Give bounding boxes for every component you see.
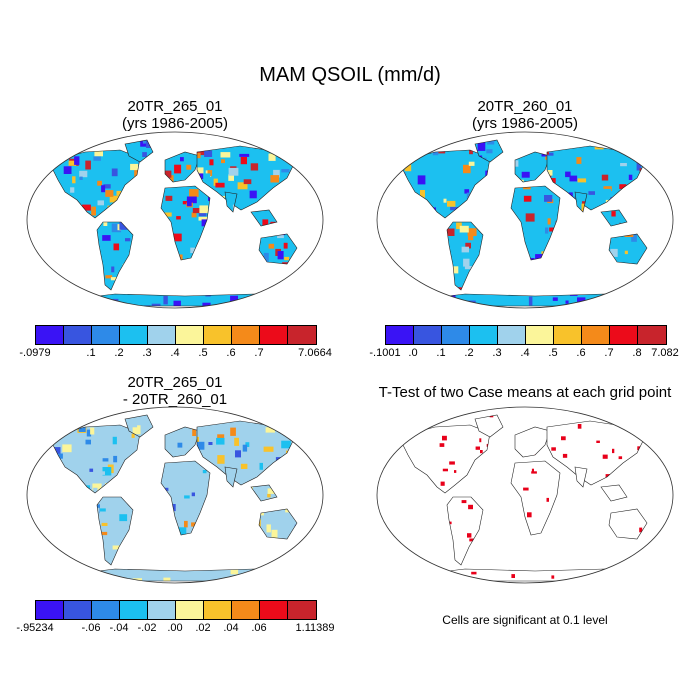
colorbar-3-tick-label: -.02	[137, 622, 157, 634]
colorbar-2-box	[386, 326, 414, 344]
colorbar-2-tick-label: .0	[408, 347, 418, 359]
colorbar-1-box	[204, 326, 232, 344]
colorbar-1-box	[260, 326, 288, 344]
colorbar-1-box	[92, 326, 120, 344]
colorbar-1-box	[36, 326, 64, 344]
colorbar-2-box	[498, 326, 526, 344]
colorbar-1-tick-label: .4	[170, 347, 180, 359]
colorbar-2-tick-label: .2	[464, 347, 474, 359]
map-panel4	[376, 406, 674, 584]
colorbar-2-tick-label: .3	[492, 347, 502, 359]
colorbar-3-box	[176, 601, 204, 619]
colorbar-2-box	[526, 326, 554, 344]
colorbar-3-bar	[35, 600, 317, 620]
panel2-title-line1: 20TR_260_01	[477, 98, 573, 115]
colorbar-2-tick-label: .1	[436, 347, 446, 359]
colorbar-1-tick-label: 7.0664	[298, 347, 332, 359]
panel4-title-line1: T-Test of two Case means at each grid po…	[378, 384, 672, 401]
colorbar-2-tick-label: .8	[632, 347, 642, 359]
colorbar-3-box	[232, 601, 260, 619]
panel3-title: 20TR_265_01 - 20TR_260_01	[25, 374, 325, 408]
colorbar-2-box	[554, 326, 582, 344]
colorbar-1-tick-label: .5	[198, 347, 208, 359]
colorbar-1-tick-label: .7	[254, 347, 264, 359]
figure-title: MAM QSOIL (mm/d)	[259, 64, 441, 86]
colorbar-2-bar	[385, 325, 667, 345]
colorbar-1-bar	[35, 325, 317, 345]
colorbar-3-box	[120, 601, 148, 619]
colorbar-2-tick-label: -.1001	[369, 347, 401, 359]
panel4-title: T-Test of two Case means at each grid po…	[350, 384, 700, 401]
colorbar-1-box	[232, 326, 260, 344]
map-panel2	[376, 131, 674, 309]
colorbar-2-tick-label: .4	[520, 347, 530, 359]
colorbar-1-box	[64, 326, 92, 344]
panel2-title-line2: (yrs 1986-2005)	[472, 115, 578, 132]
colorbar-1-box	[176, 326, 204, 344]
colorbar-3-tick-label: -.95234	[16, 622, 54, 634]
colorbar-3-tick-label: .04	[223, 622, 239, 634]
colorbar-2-box	[470, 326, 498, 344]
colorbar-1-tick-label: -.0979	[19, 347, 51, 359]
colorbar-2-box	[638, 326, 666, 344]
map-panel3	[26, 406, 324, 584]
colorbar-3-box	[204, 601, 232, 619]
colorbar-2-tick-label: .5	[548, 347, 558, 359]
panel3-title-line1: 20TR_265_01	[127, 374, 223, 391]
colorbar-1-tick-label: .2	[114, 347, 124, 359]
colorbar-3-tick-label: .02	[195, 622, 211, 634]
colorbar-2-tick-label: .7	[604, 347, 614, 359]
colorbar-2-box	[442, 326, 470, 344]
colorbar-3-box	[260, 601, 288, 619]
colorbar-1-tick-label: .3	[142, 347, 152, 359]
colorbar-3-tick-label: .06	[251, 622, 267, 634]
panel2-title: 20TR_260_01 (yrs 1986-2005)	[375, 98, 675, 132]
panel1-title: 20TR_265_01 (yrs 1986-2005)	[25, 98, 325, 132]
colorbar-1-box	[120, 326, 148, 344]
panel3-title-line2: - 20TR_260_01	[122, 391, 228, 408]
colorbar-2-box	[582, 326, 610, 344]
panel1-title-line2: (yrs 1986-2005)	[122, 115, 228, 132]
panel1-title-line1: 20TR_265_01	[127, 98, 223, 115]
colorbar-3-box	[64, 601, 92, 619]
colorbar-3-tick-label: -.04	[109, 622, 129, 634]
colorbar-2-box	[414, 326, 442, 344]
colorbar-1-tick-label: .6	[226, 347, 236, 359]
colorbar-3-tick-label: 1.11389	[295, 622, 335, 634]
colorbar-3-box	[148, 601, 176, 619]
colorbar-2-tick-label: .6	[576, 347, 586, 359]
map-panel1	[26, 131, 324, 309]
colorbar-1-tick-label: .1	[86, 347, 96, 359]
colorbar-3-box	[92, 601, 120, 619]
colorbar-1-box	[288, 326, 316, 344]
colorbar-3-tick-label: .00	[167, 622, 183, 634]
colorbar-3-box	[288, 601, 316, 619]
significance-note: Cells are significant at 0.1 level	[442, 613, 608, 627]
colorbar-2-tick-label: 7.082	[651, 347, 679, 359]
colorbar-3-tick-label: -.06	[81, 622, 101, 634]
colorbar-1-box	[148, 326, 176, 344]
colorbar-2-box	[610, 326, 638, 344]
colorbar-3-box	[36, 601, 64, 619]
